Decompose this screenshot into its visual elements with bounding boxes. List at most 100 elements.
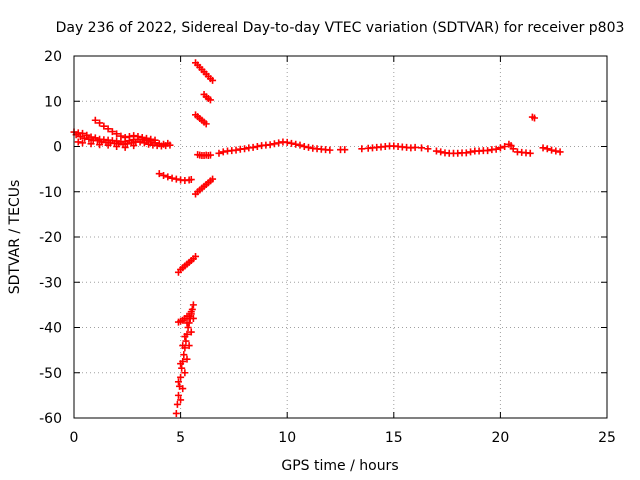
data-point [249,143,257,151]
data-point [432,147,440,155]
data-point [183,319,191,327]
data-point [179,342,187,350]
data-point [185,342,193,350]
data-point [526,149,534,157]
data-point [341,146,349,154]
data-point [496,144,504,152]
data-point [437,148,445,156]
data-point [552,147,560,155]
data-point [168,174,176,182]
grid-lines [74,56,607,418]
data-point [172,175,180,183]
data-point [174,391,182,399]
data-point [155,170,163,178]
data-point [556,148,564,156]
x-tick-label: 15 [385,430,403,446]
data-point [189,301,197,309]
chart-title: Day 236 of 2022, Sidereal Day-to-day VTE… [56,20,625,36]
data-point [253,143,261,150]
data-point [189,314,197,322]
data-point [232,146,240,154]
data-point [305,143,313,151]
data-point [179,385,187,393]
data-point [181,333,189,341]
data-point [215,149,223,157]
y-tick-label: -20 [39,230,62,246]
data-point [91,116,99,124]
data-point [287,139,295,147]
data-point [187,328,195,336]
data-point [209,76,217,84]
data-point [539,144,547,152]
y-tick-label: -40 [39,321,62,337]
data-point [164,173,172,181]
data-point [108,128,116,136]
data-point [166,141,174,149]
x-axis-tick-labels: 0 5 10 15 20 25 [70,430,616,446]
data-point [151,136,159,144]
data-point [492,145,500,153]
data-points [70,59,564,417]
data-point [206,151,214,159]
data-point [100,122,108,130]
data-point [202,120,210,128]
data-point [181,369,189,377]
y-tick-label: -10 [39,185,62,201]
plot-frame [73,55,608,419]
data-point [121,133,129,141]
data-point [130,142,138,150]
data-point [501,143,509,150]
data-point [83,131,91,139]
data-point [548,146,556,154]
data-point [424,145,432,153]
data-point [241,145,249,153]
data-point [467,148,475,156]
data-point [219,148,227,156]
data-point [543,145,551,153]
x-axis-label: GPS time / hours [281,458,398,474]
data-point [296,141,304,149]
data-point [206,96,214,104]
data-point [142,134,150,142]
data-point [87,140,95,148]
y-tick-label: -30 [39,275,62,291]
data-point [177,396,185,404]
data-point [187,176,195,184]
data-point [183,355,191,363]
data-point [79,139,87,147]
data-point [266,141,274,149]
x-tick-label: 5 [176,430,185,446]
data-point [177,373,185,381]
data-point [130,132,138,140]
y-tick-label: -60 [39,411,62,427]
data-point [147,135,155,143]
x-tick-label: 20 [491,430,509,446]
data-point [125,133,133,141]
data-point [358,145,366,153]
data-point [209,175,217,183]
data-point [187,308,195,316]
data-point [509,145,517,153]
data-point [134,133,142,141]
data-point [275,139,283,147]
y-tick-label: 20 [44,49,62,65]
data-point [270,140,278,148]
data-point [96,141,104,149]
x-tick-label: 0 [70,430,79,446]
data-point [117,132,125,140]
data-point [180,351,188,359]
data-point [74,138,82,146]
data-point [96,119,104,127]
x-tick-label: 10 [278,430,296,446]
data-point [484,147,492,155]
data-point [531,114,539,122]
axis-ticks [73,55,608,419]
data-point [178,364,186,372]
data-point [113,143,121,150]
data-point [185,312,193,320]
data-point [174,378,182,386]
data-point [104,125,112,133]
data-point [104,141,112,149]
data-point [300,143,308,150]
data-point [79,129,87,137]
